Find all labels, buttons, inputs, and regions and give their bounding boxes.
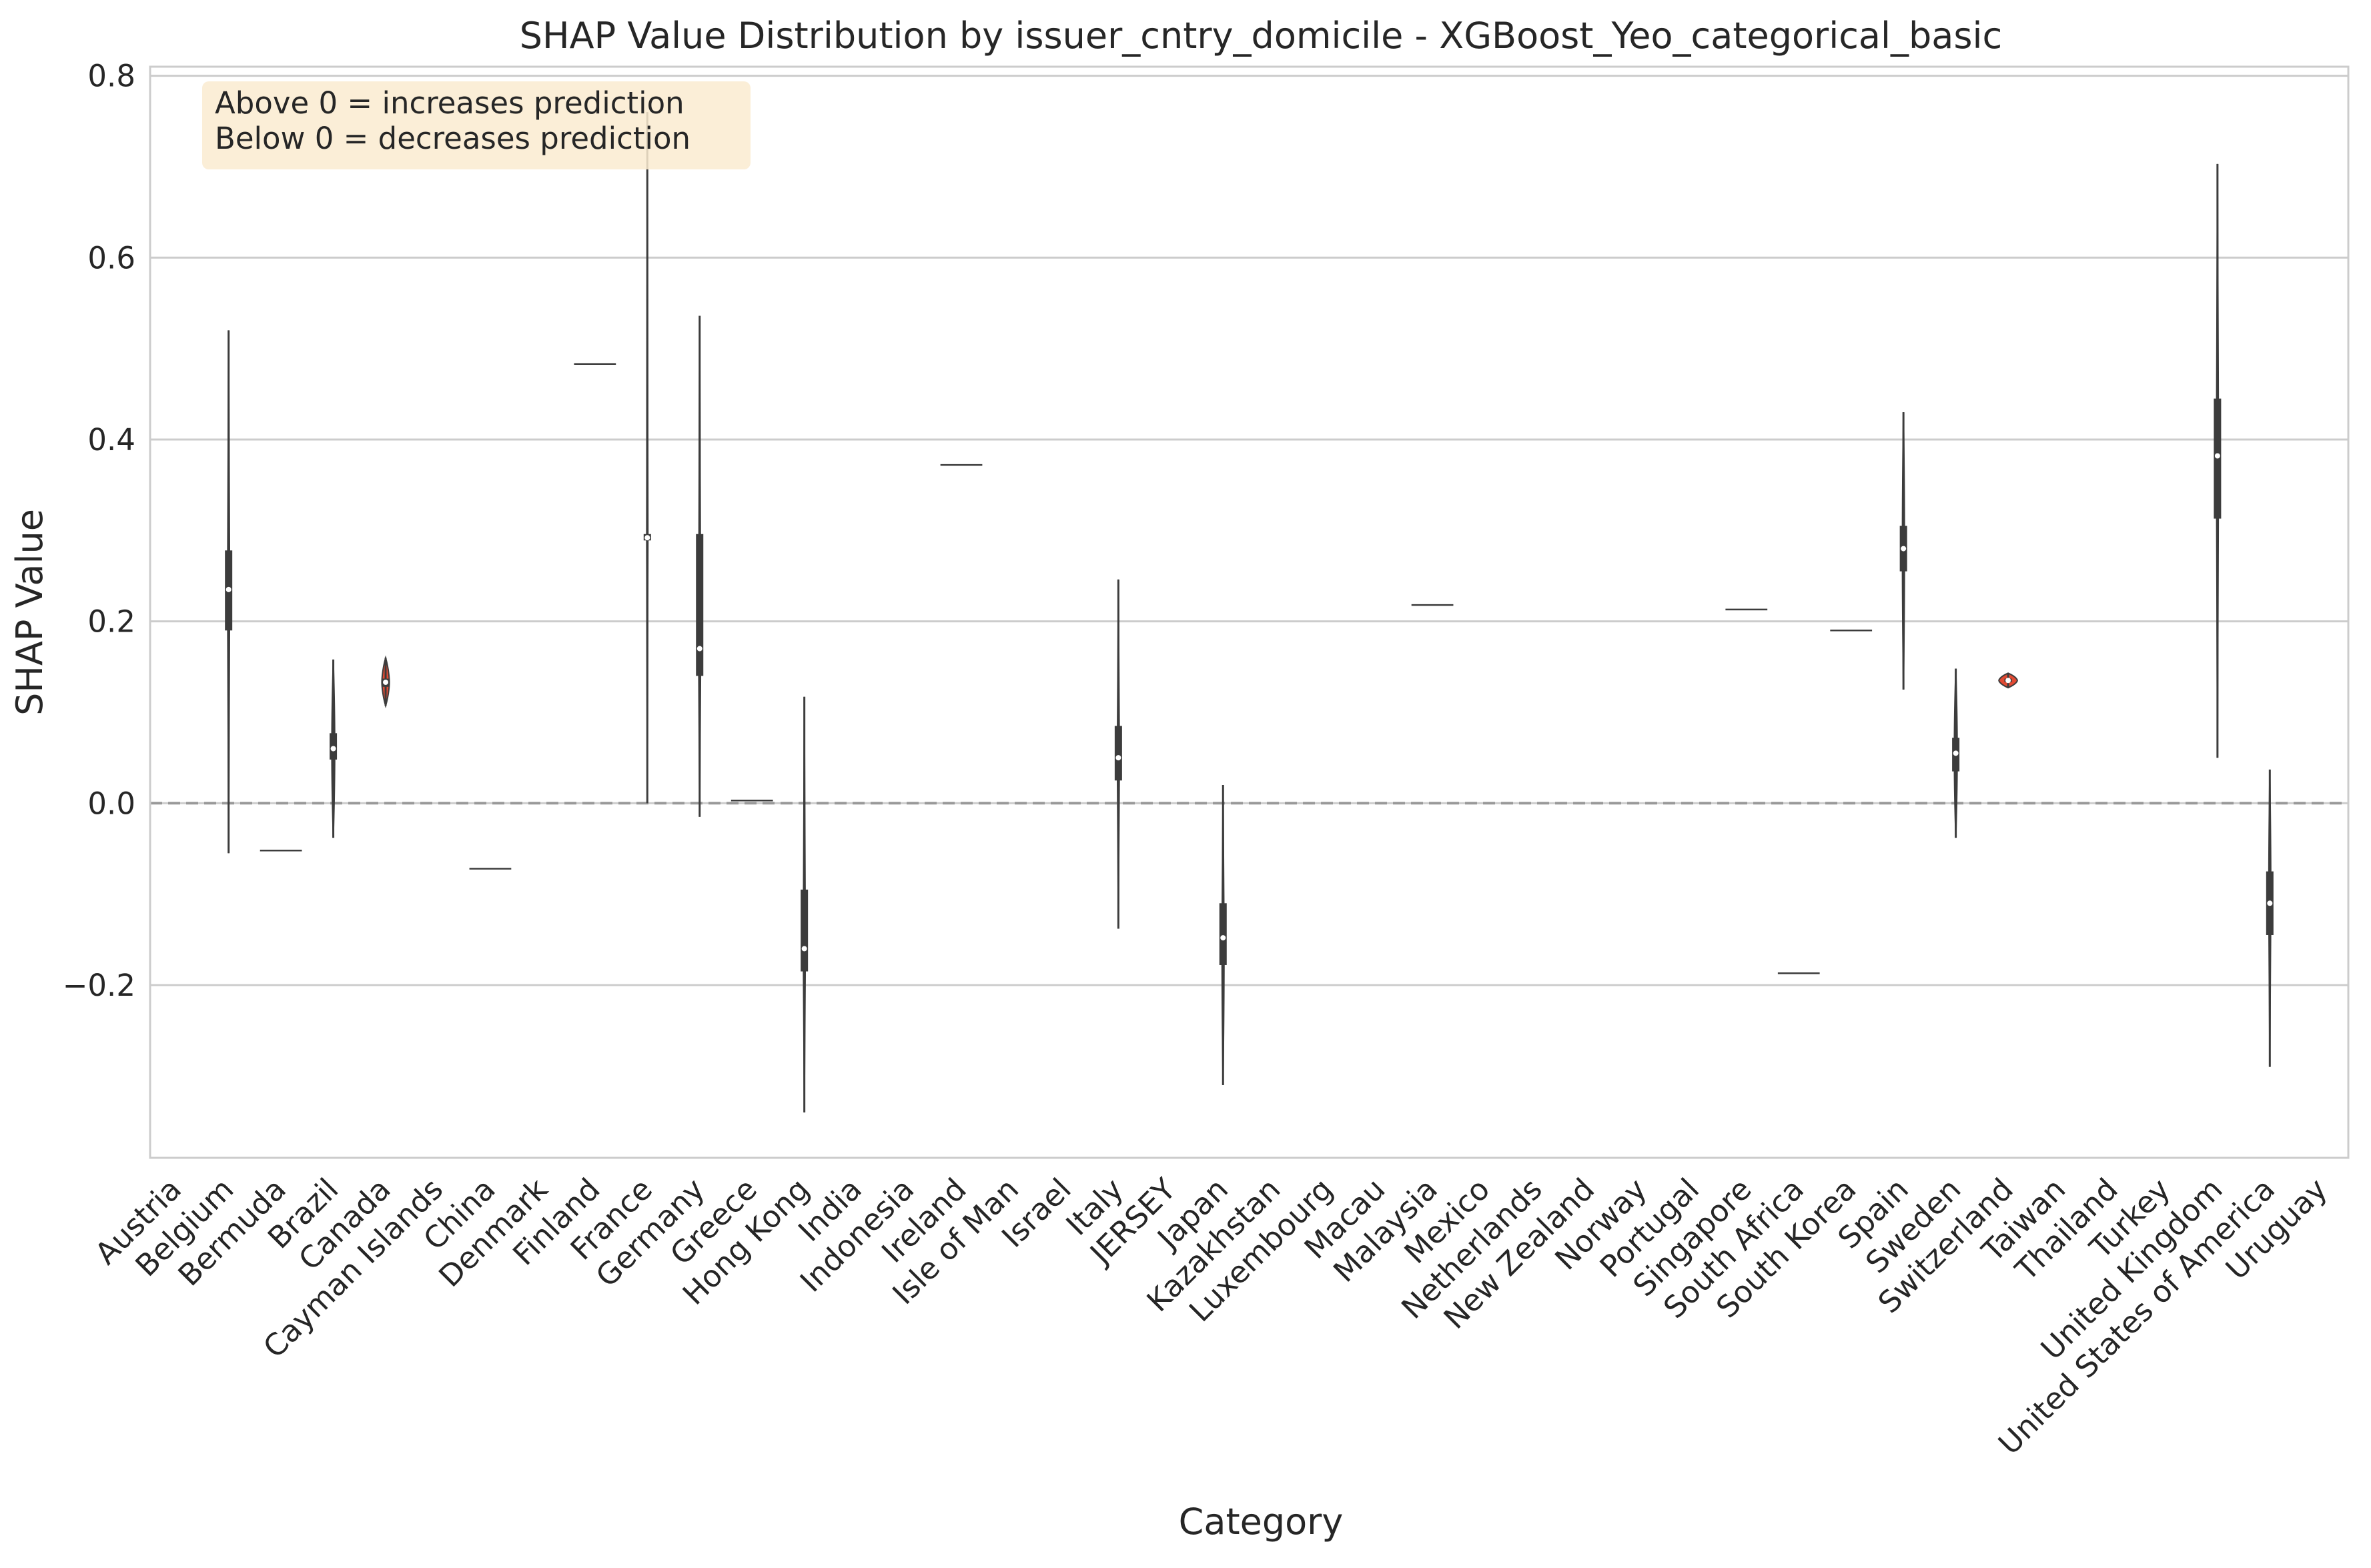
- y-tick-label: 0.2: [87, 604, 135, 640]
- annotation-background: [202, 81, 751, 169]
- y-tick-label: 0.8: [87, 59, 135, 94]
- violin-iqr-box: [696, 534, 704, 676]
- y-tick-label: 0.0: [87, 786, 135, 821]
- violin-median: [696, 646, 702, 652]
- x-axis-label: Category: [1179, 1501, 1344, 1543]
- violin: [696, 315, 704, 817]
- annotation-box: Above 0 = increases prediction Below 0 =…: [202, 81, 751, 169]
- violin: [643, 112, 651, 804]
- annotation-line-1: Above 0 = increases prediction: [215, 85, 684, 121]
- violin: [330, 659, 338, 838]
- chart-title: SHAP Value Distribution by issuer_cntry_…: [520, 15, 2002, 57]
- violin: [1899, 412, 1907, 690]
- violin-median: [383, 679, 389, 685]
- annotation-line-2: Below 0 = decreases prediction: [215, 121, 690, 156]
- violin-median: [2267, 900, 2273, 906]
- violin-median: [1953, 750, 1959, 756]
- violin: [381, 655, 390, 709]
- violin-median: [801, 946, 807, 952]
- violin-median: [2005, 678, 2011, 684]
- violins: [225, 112, 2274, 1112]
- violin: [2214, 163, 2222, 758]
- violin-iqr-box: [801, 889, 809, 972]
- y-tick-label: −0.2: [63, 968, 135, 1003]
- violin-iqr-box: [2214, 398, 2222, 519]
- violin-median: [1901, 546, 1907, 552]
- violin: [801, 696, 809, 1112]
- violin: [225, 330, 233, 854]
- y-tick-labels: −0.2 0.0 0.2 0.4 0.6 0.8: [63, 59, 135, 1003]
- violin-median: [644, 535, 650, 541]
- violin-iqr-box: [1219, 903, 1227, 965]
- violin: [2266, 769, 2274, 1067]
- y-axis-label: SHAP Value: [9, 509, 51, 716]
- violin-iqr-box: [1114, 726, 1122, 781]
- violin-median: [330, 746, 336, 752]
- y-tick-label: 0.4: [87, 422, 135, 458]
- violin-median: [1115, 755, 1121, 761]
- violin-median: [225, 586, 231, 592]
- violin: [1114, 579, 1122, 929]
- violin: [1952, 668, 1960, 838]
- violin-median: [2214, 453, 2220, 459]
- violin-median: [1220, 935, 1226, 941]
- violin: [1998, 672, 2018, 689]
- violin: [1219, 785, 1227, 1085]
- y-tick-label: 0.6: [87, 240, 135, 275]
- plot-frame: [149, 65, 2350, 1159]
